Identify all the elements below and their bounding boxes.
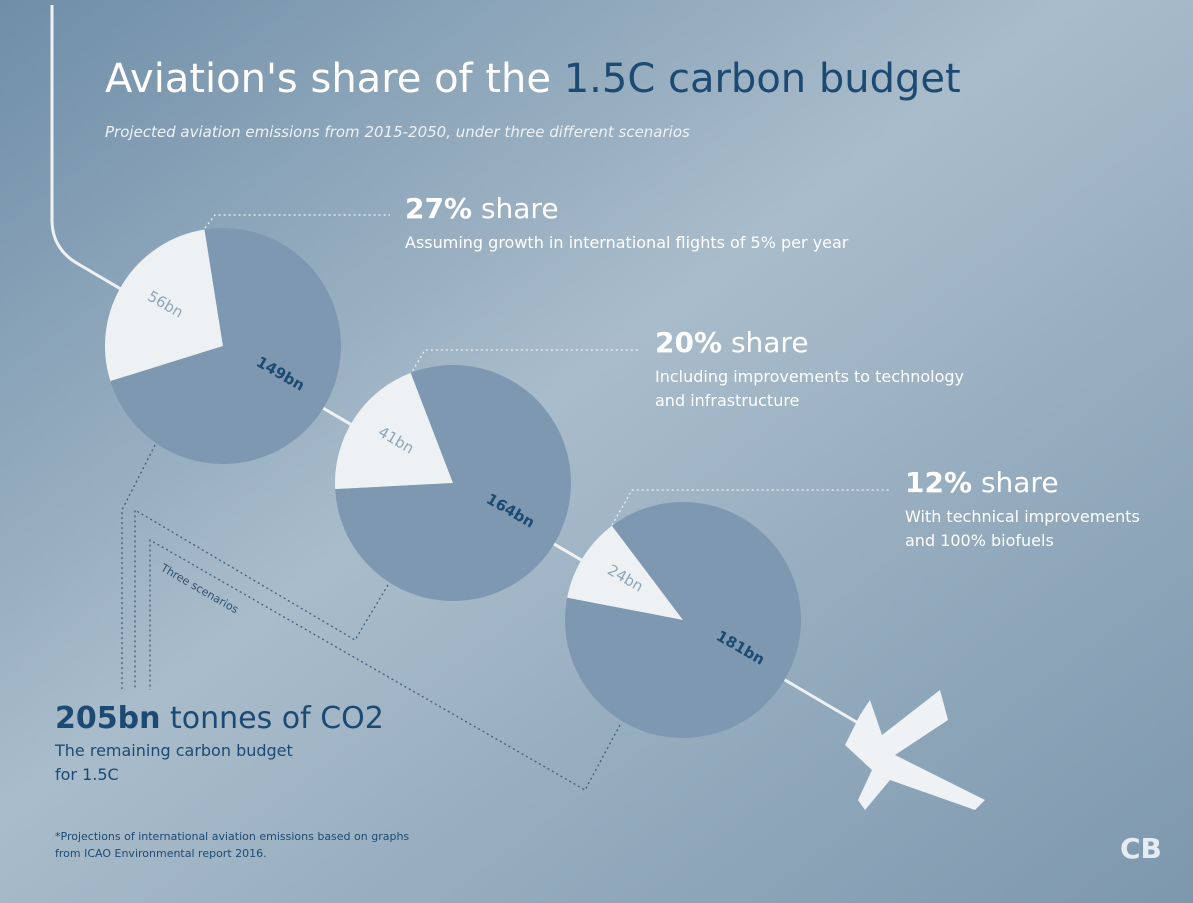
pie-slice <box>104 229 223 382</box>
leader-line <box>204 214 390 229</box>
pie-slice <box>110 228 341 464</box>
headline-value: 27% <box>405 192 472 225</box>
pie-slice <box>567 525 683 620</box>
headline: 20% share <box>655 326 809 359</box>
pie-slice <box>335 365 571 602</box>
headline-value: 12% <box>905 466 972 499</box>
budget-suffix: tonnes of CO2 <box>170 701 384 736</box>
logo: CB <box>1120 832 1162 865</box>
headline: 27% share <box>405 192 559 225</box>
leader-line <box>611 489 890 526</box>
title-highlight: 1.5C carbon budget <box>564 56 961 102</box>
subtitle: Projected aviation emissions from 2015-2… <box>105 123 690 141</box>
plane-icon <box>845 690 985 810</box>
description: Including improvements to technology <box>655 367 964 386</box>
budget-description: for 1.5C <box>55 765 119 784</box>
headline: 12% share <box>905 466 1059 499</box>
description: and infrastructure <box>655 391 799 410</box>
budget-value: 205bn <box>55 701 160 736</box>
description: and 100% biofuels <box>905 531 1054 550</box>
footnote: from ICAO Environmental report 2016. <box>55 847 267 860</box>
headline-suffix: share <box>731 326 809 359</box>
headline-suffix: share <box>981 466 1059 499</box>
headline-value: 20% <box>655 326 722 359</box>
budget-description: The remaining carbon budget <box>54 741 293 760</box>
footnote: *Projections of international aviation e… <box>55 830 409 843</box>
title-text: Aviation's share of the <box>105 56 551 102</box>
description: Assuming growth in international flights… <box>405 233 849 252</box>
flight-path <box>50 5 871 732</box>
scenario-brackets <box>121 444 621 791</box>
pie-slice <box>565 502 801 739</box>
description: With technical improvements <box>905 507 1140 526</box>
pie-slice <box>335 372 453 490</box>
headline-suffix: share <box>481 192 559 225</box>
title: Aviation's share of the 1.5C carbon budg… <box>105 56 961 102</box>
budget-headline: 205bn tonnes of CO2 <box>55 701 384 736</box>
